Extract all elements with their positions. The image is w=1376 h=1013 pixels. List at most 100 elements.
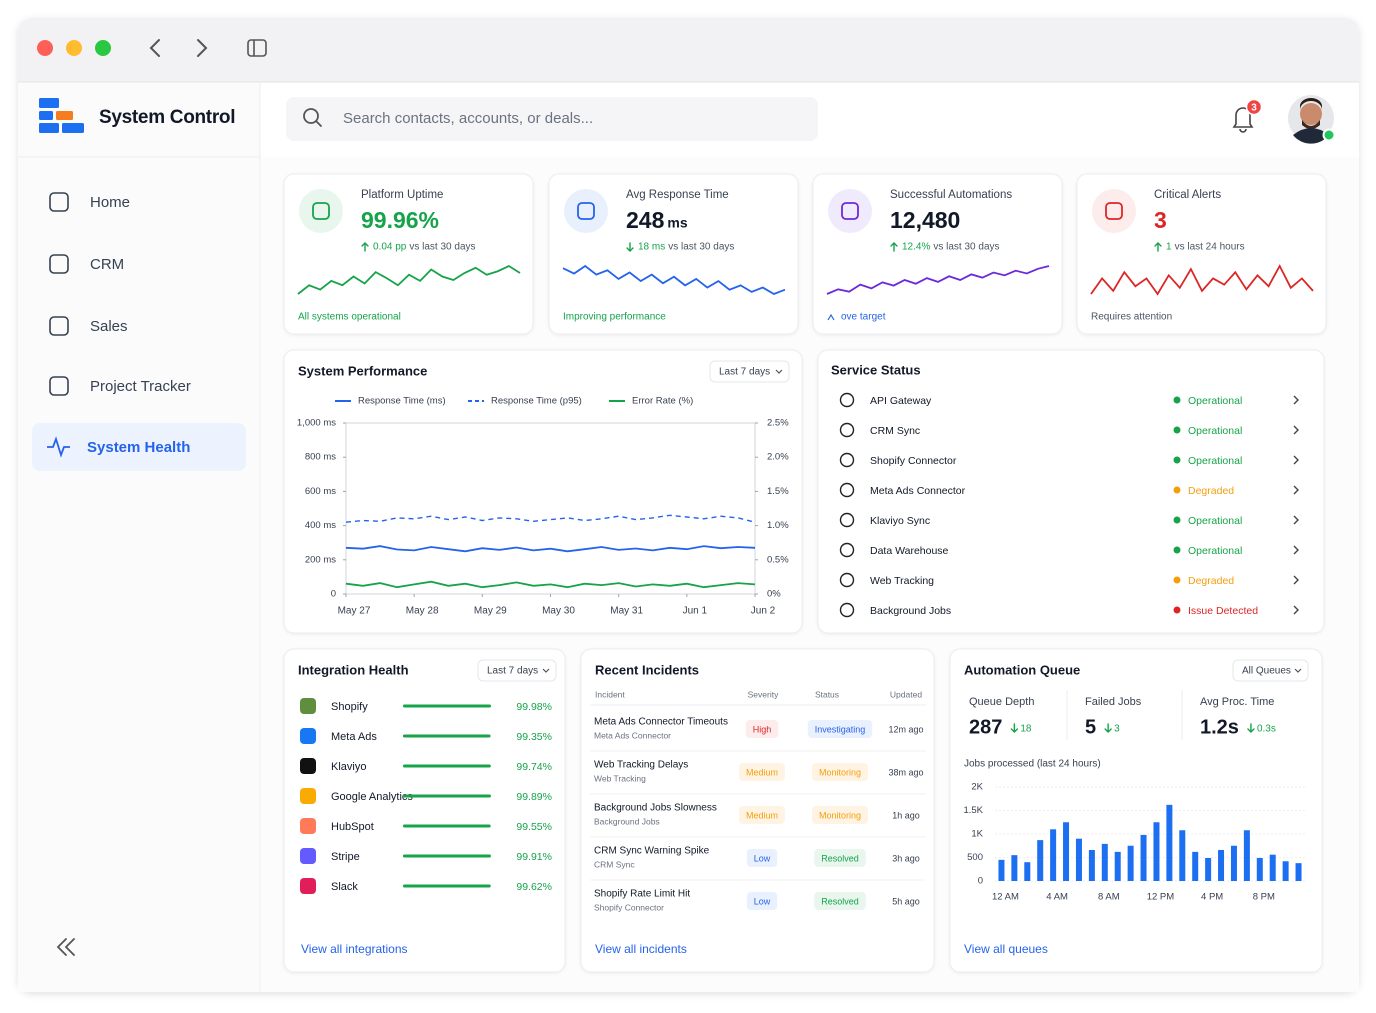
x-tick-label: May 27 <box>338 606 371 617</box>
dropdown-chevron <box>1294 668 1302 673</box>
health-value: 99.74% <box>516 761 552 773</box>
status-dot <box>1173 396 1181 404</box>
forward-button[interactable] <box>197 39 208 57</box>
service-icon <box>839 422 855 438</box>
nav-item[interactable]: Home <box>90 194 130 211</box>
kpi-icon <box>841 202 859 220</box>
bar <box>1063 822 1070 881</box>
kpi-sparkline <box>1090 264 1314 296</box>
service-icon <box>839 392 855 408</box>
footer-icon <box>827 313 835 321</box>
kpi-title: Platform Uptime <box>361 189 443 201</box>
incident-source: Shopify Connector <box>594 902 664 912</box>
bar <box>1269 854 1276 881</box>
column-header: Incident <box>595 689 625 699</box>
y-tick-label: 0 <box>331 589 336 600</box>
kpi-sparkline <box>297 264 521 295</box>
integration-icon <box>300 728 316 744</box>
search-icon <box>303 108 322 127</box>
dropdown[interactable] <box>477 659 557 682</box>
bar <box>1166 804 1173 881</box>
row-chevron[interactable] <box>1293 485 1299 495</box>
close-button[interactable] <box>37 40 53 56</box>
status-dot <box>1173 546 1181 554</box>
health-value: 99.62% <box>516 881 552 893</box>
health-value: 99.91% <box>516 851 552 863</box>
status-dot <box>1173 486 1181 494</box>
y2-tick-label: 1.0% <box>767 520 789 531</box>
y-tick-label: 500 <box>967 852 983 863</box>
row-chevron[interactable] <box>1293 605 1299 615</box>
integration-name: Shopify <box>331 701 368 713</box>
row-chevron[interactable] <box>1293 575 1299 585</box>
link[interactable]: View all incidents <box>595 942 687 956</box>
legend-label: Response Time (ms) <box>358 396 446 407</box>
dropdown[interactable] <box>1232 659 1309 682</box>
bar <box>1140 834 1147 881</box>
maximize-button[interactable] <box>95 40 111 56</box>
kpi-title: Critical Alerts <box>1154 189 1221 201</box>
row-chevron[interactable] <box>1293 455 1299 465</box>
status-pill-text: Investigating <box>815 724 866 734</box>
link[interactable]: View all integrations <box>301 942 408 956</box>
bar <box>1024 862 1031 881</box>
kpi-delta-note: vs last 30 days <box>933 242 999 253</box>
chart-title: Jobs processed (last 24 hours) <box>964 759 1101 770</box>
service-status-card <box>817 349 1325 634</box>
stat-label: Failed Jobs <box>1085 696 1142 708</box>
kpi-delta: 12.4% <box>902 242 930 253</box>
nav-item[interactable]: Sales <box>90 318 128 335</box>
back-button[interactable] <box>149 39 160 57</box>
performance-card <box>283 349 803 634</box>
trend-arrow <box>890 242 898 252</box>
dropdown-label: All Queues <box>1242 666 1291 677</box>
x-tick-label: 8 AM <box>1098 892 1120 903</box>
service-icon <box>839 602 855 618</box>
x-tick-label: 4 PM <box>1201 892 1223 903</box>
sidebar-toggle[interactable] <box>247 39 267 57</box>
integration-name: Stripe <box>331 851 360 863</box>
trend-arrow <box>1010 723 1019 733</box>
kpi-unit: ms <box>667 215 687 231</box>
health-value: 99.89% <box>516 791 552 803</box>
nav-item[interactable]: Project Tracker <box>90 378 191 395</box>
status-dot <box>1173 606 1181 614</box>
search-box[interactable] <box>286 97 818 141</box>
integration-health-card <box>283 648 566 973</box>
kpi-value: 99.96% <box>361 207 439 233</box>
service-icon <box>839 512 855 528</box>
service-status: Degraded <box>1188 485 1234 497</box>
health-bar <box>403 704 491 708</box>
bar <box>1295 863 1302 881</box>
user-avatar[interactable] <box>1288 95 1336 144</box>
row-chevron[interactable] <box>1293 545 1299 555</box>
link[interactable]: View all queues <box>964 942 1048 956</box>
nav-item[interactable]: System Health <box>87 439 190 456</box>
y-tick-label: 1,000 ms <box>297 418 336 429</box>
incident-title: Shopify Rate Limit Hit <box>594 889 690 900</box>
service-status: Degraded <box>1188 575 1234 587</box>
status-pill-text: Low <box>754 896 771 906</box>
stat-label: Avg Proc. Time <box>1200 696 1274 708</box>
y-tick-label: 400 ms <box>305 520 336 531</box>
incident-updated: 3h ago <box>892 853 920 863</box>
collapse-sidebar[interactable] <box>56 938 75 956</box>
row-chevron[interactable] <box>1293 425 1299 435</box>
dropdown[interactable] <box>709 360 790 383</box>
nav-item[interactable]: CRM <box>90 256 124 273</box>
row-chevron[interactable] <box>1293 515 1299 525</box>
kpi-icon-bg <box>828 189 872 233</box>
row-chevron[interactable] <box>1293 395 1299 405</box>
minimize-button[interactable] <box>66 40 82 56</box>
stat-delta: 3 <box>1114 724 1120 735</box>
stat-value: 5 <box>1085 716 1096 738</box>
service-name: Shopify Connector <box>870 455 957 467</box>
service-status: Operational <box>1188 515 1242 527</box>
bar <box>1179 830 1186 881</box>
integration-icon <box>300 878 316 894</box>
status-pill <box>738 806 786 824</box>
status-pill-text: Resolved <box>821 896 859 906</box>
dropdown-chevron <box>775 369 783 374</box>
incident-updated: 12m ago <box>888 724 923 734</box>
kpi-card <box>812 173 1063 335</box>
